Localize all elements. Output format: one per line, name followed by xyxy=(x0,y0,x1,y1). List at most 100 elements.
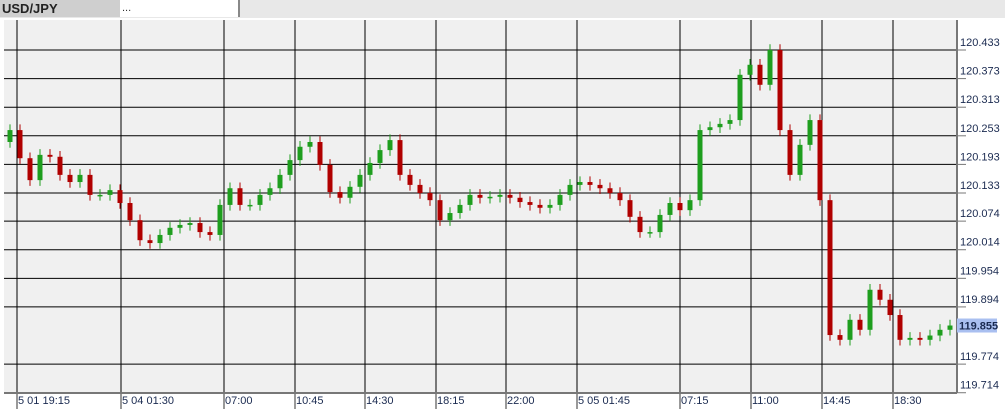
candle-body xyxy=(797,144,803,175)
candle-body xyxy=(497,194,503,197)
candle xyxy=(617,187,623,206)
price-tick-label: 119.954 xyxy=(960,265,999,277)
candle xyxy=(287,154,293,181)
tab-usdjpy[interactable]: USD/JPY xyxy=(0,0,120,17)
candle-body xyxy=(547,204,553,208)
candle-body xyxy=(487,196,493,199)
candle-body xyxy=(677,203,683,211)
candle-body xyxy=(277,174,283,189)
candle-body xyxy=(907,337,913,340)
candle-body xyxy=(617,193,623,201)
candle xyxy=(467,189,473,211)
candle-body xyxy=(157,234,163,244)
candle xyxy=(867,284,873,336)
candle xyxy=(667,197,673,221)
candle-body xyxy=(757,64,763,85)
candle xyxy=(317,136,323,171)
time-tick-label: 5 04 01:30 xyxy=(122,395,174,407)
candle-body xyxy=(737,74,743,121)
candle xyxy=(707,121,713,136)
candle-body xyxy=(657,214,663,233)
candle-body xyxy=(17,130,23,159)
candle-body xyxy=(307,141,313,147)
time-tick-label: 14:30 xyxy=(366,395,394,407)
candle xyxy=(537,199,543,214)
candle xyxy=(107,184,113,201)
candle xyxy=(347,181,353,204)
candle xyxy=(777,44,783,136)
candle-body xyxy=(27,158,33,181)
time-tick-label: 22:00 xyxy=(507,395,535,407)
candle-body xyxy=(137,220,143,241)
candle xyxy=(927,329,933,346)
price-tick-label: 120.193 xyxy=(960,151,1000,163)
candle-body xyxy=(227,188,233,205)
candle xyxy=(787,124,793,181)
candlestick-chart[interactable]: 120.433 120.373 120.313 120.253 120.193 120.1… xyxy=(0,18,1005,417)
candle xyxy=(7,124,13,148)
candle-body xyxy=(337,192,343,198)
current-price-badge xyxy=(957,318,997,333)
candle-body xyxy=(317,141,323,165)
candle xyxy=(757,59,763,91)
tab-new[interactable]: ... xyxy=(120,0,240,17)
time-tick-label: 18:15 xyxy=(437,395,465,407)
candle-body xyxy=(7,130,13,142)
candle-body xyxy=(847,319,853,340)
candle-body xyxy=(697,130,703,201)
candle-body xyxy=(727,120,733,124)
candle-body xyxy=(297,146,303,161)
candle xyxy=(187,217,193,231)
candle xyxy=(737,69,743,126)
candle xyxy=(377,144,383,169)
candle xyxy=(507,189,513,204)
price-tick-label: 120.074 xyxy=(960,208,1000,220)
candle xyxy=(47,149,53,163)
candle xyxy=(837,329,843,346)
candle xyxy=(417,179,423,199)
candle xyxy=(237,182,243,211)
candle-body xyxy=(567,184,573,195)
candle xyxy=(517,192,523,208)
candle-body xyxy=(467,194,473,205)
candle-body xyxy=(147,240,153,244)
time-tick-label: 14:45 xyxy=(823,395,851,407)
candle xyxy=(307,136,313,153)
candle xyxy=(137,214,143,246)
candle xyxy=(847,314,853,346)
candle-body xyxy=(607,188,613,193)
candle-body xyxy=(937,329,943,336)
candle xyxy=(397,134,403,181)
candle xyxy=(547,199,553,214)
candle-body xyxy=(47,154,53,157)
candle-body xyxy=(407,174,413,185)
candle xyxy=(567,179,573,201)
candle xyxy=(147,234,153,249)
price-tick-label: 120.373 xyxy=(960,66,1000,78)
candle-body xyxy=(477,194,483,198)
tab-bar: USD/JPY ... xyxy=(0,0,1005,18)
candle xyxy=(67,169,73,188)
price-tick-label: 120.313 xyxy=(960,94,1000,106)
candle-body xyxy=(647,232,653,234)
candle-body xyxy=(627,200,633,217)
candle xyxy=(627,194,633,223)
candle-body xyxy=(327,164,333,193)
candle xyxy=(717,118,723,133)
time-tick-label: 5 01 19:15 xyxy=(18,395,70,407)
candle xyxy=(857,314,863,336)
candle-body xyxy=(207,232,213,235)
candle-body xyxy=(887,299,893,316)
candle xyxy=(97,189,103,201)
candle xyxy=(587,176,593,191)
candle xyxy=(827,194,833,341)
time-tick-label: 07:00 xyxy=(225,395,253,407)
candle xyxy=(437,194,443,226)
candle-body xyxy=(817,120,823,201)
price-tick-label: 119.774 xyxy=(960,351,999,363)
candle xyxy=(17,124,23,164)
candle-body xyxy=(377,150,383,163)
candle xyxy=(687,194,693,216)
candle-body xyxy=(287,160,293,175)
candle-body xyxy=(897,315,903,340)
